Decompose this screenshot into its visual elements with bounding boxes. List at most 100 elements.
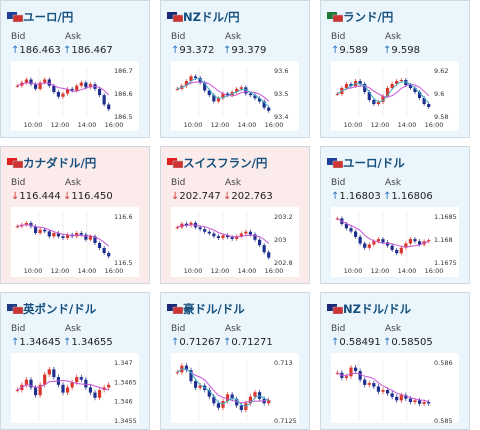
mini-candlestick-chart[interactable]: 186.7 186.6 186.5 10:00 12:00 14:00 16:00 <box>11 61 139 131</box>
candle-body <box>417 92 422 98</box>
mini-candlestick-chart[interactable]: 1.347 1.3465 1.346 1.3455 <box>11 353 139 423</box>
candle-body <box>193 381 198 388</box>
arrow-up-icon: ↑ <box>223 45 232 56</box>
y-tick-label: 1.1685 <box>434 213 457 221</box>
card-header[interactable]: カナダドル/円 <box>7 154 96 172</box>
candle-body <box>203 82 207 91</box>
candle-body <box>84 379 88 388</box>
candle-body <box>79 82 83 86</box>
rate-card[interactable]: カナダドル/円 Bid Ask ↓116.444 ↓116.450 116.6 116.5 1… <box>0 146 150 284</box>
candle-body <box>390 393 394 397</box>
currency-pair-name[interactable]: NZドル/円 <box>183 10 240 24</box>
candle-body <box>239 233 243 237</box>
candle-body <box>262 245 266 253</box>
arrow-down-icon: ↓ <box>171 191 180 202</box>
candle-body <box>75 85 79 91</box>
rate-card[interactable]: NZドル/ドル Bid Ask ↑0.58491 ↑0.58505 0.586 0.585 <box>320 292 470 430</box>
mini-candlestick-chart[interactable]: 1.1685 1.168 1.1675 10:00 12:00 14:00 16:00 <box>331 207 459 277</box>
rate-card[interactable]: NZドル/円 Bid Ask ↑93.372 ↑93.379 93.6 93.5 93.4 10… <box>160 0 310 138</box>
ask-label: Ask <box>385 32 402 42</box>
candle-body <box>102 248 106 253</box>
bid-value: ↑1.34645 <box>11 337 61 348</box>
x-tick-label: 10:00 <box>344 267 363 275</box>
rate-card[interactable]: ランド/円 Bid Ask ↑9.589 ↑9.598 9.62 9.6 9.58 10:00 1… <box>320 0 470 138</box>
eu-us-flag-icon <box>327 158 343 168</box>
ask-label: Ask <box>65 32 82 42</box>
currency-pair-name[interactable]: ユーロ/ドル <box>343 156 405 170</box>
bid-price: 186.463 <box>19 45 61 56</box>
currency-pair-name[interactable]: スイスフラン/円 <box>183 156 268 170</box>
y-tick-label: 93.6 <box>274 67 288 75</box>
mini-candlestick-chart[interactable]: 93.6 93.5 93.4 10:00 12:00 14:00 16:00 <box>171 61 299 131</box>
x-tick-label: 14:00 <box>78 121 97 129</box>
candle-body <box>262 101 266 108</box>
candle-body <box>70 382 74 388</box>
candle-body <box>216 236 221 238</box>
card-header[interactable]: スイスフラン/円 <box>167 154 267 172</box>
candle-body <box>253 95 257 99</box>
candle-body <box>79 233 83 235</box>
candle-body <box>257 239 262 246</box>
rate-card[interactable]: スイスフラン/円 Bid Ask ↓202.747 ↓202.763 203.2 203 20… <box>160 146 310 284</box>
candle-body <box>52 233 56 237</box>
card-header[interactable]: NZドル/円 <box>167 8 240 26</box>
candle-body <box>344 223 349 229</box>
y-tick-label: 1.346 <box>114 398 133 406</box>
chart-background <box>331 207 459 277</box>
candle-body <box>216 98 221 102</box>
moving-average-line <box>177 81 270 102</box>
candle-body <box>358 236 362 244</box>
candle-body <box>253 392 257 397</box>
rate-card[interactable]: ユーロ/円 Bid Ask ↑186.463 ↑186.467 186.7 186.6 186… <box>0 0 150 138</box>
candle-body <box>15 390 19 391</box>
candle-body <box>212 95 216 102</box>
mini-candlestick-chart[interactable]: 0.586 0.585 <box>331 353 459 423</box>
currency-pair-name[interactable]: ユーロ/円 <box>23 10 74 24</box>
moving-average-short-line <box>177 368 269 407</box>
candle-body <box>84 82 88 88</box>
candle-body <box>24 79 29 83</box>
y-tick-label: 0.7125 <box>274 417 297 423</box>
ask-price: 202.763 <box>231 191 273 202</box>
mini-candlestick-chart[interactable]: 9.62 9.6 9.58 10:00 12:00 14:00 16:00 <box>331 61 459 131</box>
candle-body <box>189 222 193 226</box>
card-header[interactable]: 豪ドル/ドル <box>167 300 245 318</box>
rate-card[interactable]: 豪ドル/ドル Bid Ask ↑0.71267 ↑0.71271 0.713 0.7125 <box>160 292 310 430</box>
ask-value: ↑9.598 <box>383 45 420 56</box>
candle-body <box>38 82 42 89</box>
candle-body <box>267 252 271 258</box>
za-jp-flag-icon <box>327 12 343 22</box>
x-tick-label: 14:00 <box>238 267 257 275</box>
mini-candlestick-chart[interactable]: 116.6 116.5 10:00 12:00 14:00 16:00 <box>11 207 139 277</box>
chart-background <box>11 61 139 131</box>
bid-price: 202.747 <box>179 191 221 202</box>
card-header[interactable]: NZドル/ドル <box>327 300 411 318</box>
candle-body <box>184 223 189 226</box>
rate-card[interactable]: ユーロ/ドル Bid Ask ↑1.16803 ↑1.16806 1.1685 1.168 1… <box>320 146 470 284</box>
mini-candlestick-chart[interactable]: 203.2 203 202.8 10:00 12:00 14:00 16:00 <box>171 207 299 277</box>
card-header[interactable]: ユーロ/円 <box>7 8 73 26</box>
y-tick-label: 0.585 <box>434 417 453 423</box>
currency-pair-name[interactable]: 豪ドル/ドル <box>183 302 245 316</box>
currency-pair-name[interactable]: 英ポンド/ドル <box>23 302 97 316</box>
eu-jp-flag-icon <box>7 12 23 22</box>
arrow-up-icon: ↑ <box>331 45 340 56</box>
rate-card[interactable]: 英ポンド/ドル Bid Ask ↑1.34645 ↑1.34655 1.347 1.3465… <box>0 292 150 430</box>
currency-pair-name[interactable]: カナダドル/円 <box>23 156 97 170</box>
moving-average-short-line <box>337 81 430 104</box>
candle-body <box>184 81 189 86</box>
bid-value: ↑9.589 <box>331 45 368 56</box>
currency-pair-name[interactable]: NZドル/ドル <box>343 302 412 316</box>
candle-body <box>381 390 385 392</box>
moving-average-line <box>17 224 110 247</box>
currency-pair-name[interactable]: ランド/円 <box>343 10 394 24</box>
x-tick-label: 12:00 <box>51 121 70 129</box>
candle-body <box>61 384 65 393</box>
card-header[interactable]: 英ポンド/ドル <box>7 300 96 318</box>
card-header[interactable]: ランド/円 <box>327 8 393 26</box>
arrow-up-icon: ↑ <box>383 191 392 202</box>
card-header[interactable]: ユーロ/ドル <box>327 154 405 172</box>
mini-candlestick-chart[interactable]: 0.713 0.7125 <box>171 353 299 423</box>
candle-body <box>43 79 47 83</box>
chart-background <box>171 61 299 131</box>
